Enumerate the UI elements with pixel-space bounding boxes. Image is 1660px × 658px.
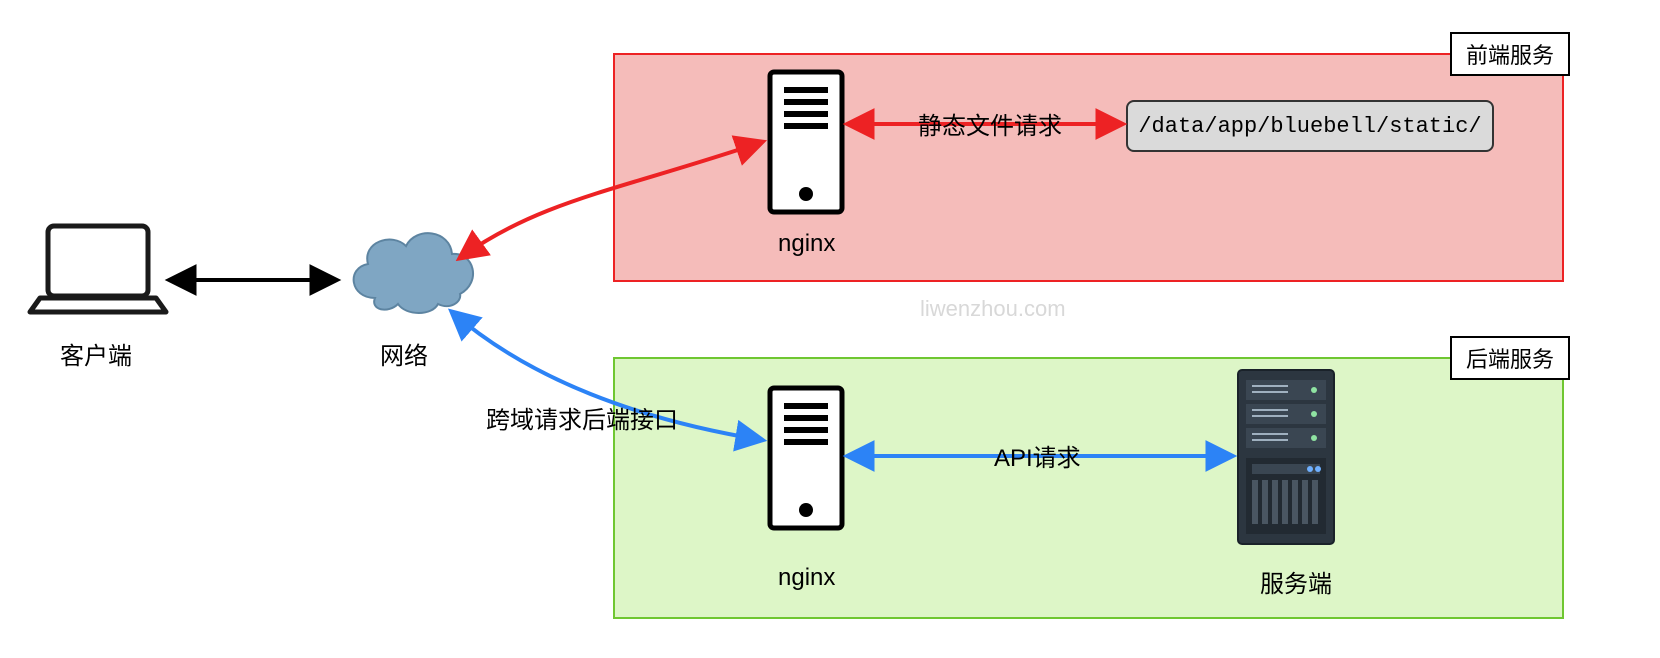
backend-panel <box>613 357 1564 619</box>
backend-panel-label: 后端服务 <box>1450 336 1570 380</box>
nginx-be-label: nginx <box>778 564 835 592</box>
edge-label-static-request: 静态文件请求 <box>918 106 1062 141</box>
network-label: 网络 <box>380 336 428 371</box>
static-path-box: /data/app/bluebell/static/ <box>1126 100 1494 152</box>
server-label: 服务端 <box>1260 564 1332 599</box>
laptop-icon <box>30 226 166 312</box>
edge-label-api-request: API请求 <box>994 438 1081 473</box>
frontend-panel-label: 前端服务 <box>1450 32 1570 76</box>
client-label: 客户端 <box>60 336 132 371</box>
frontend-panel-label-text: 前端服务 <box>1466 43 1554 68</box>
edge-label-cross-origin: 跨域请求后端接口 <box>486 400 678 435</box>
static-path-text: /data/app/bluebell/static/ <box>1138 114 1481 139</box>
frontend-panel <box>613 53 1564 282</box>
cloud-icon <box>354 233 473 313</box>
backend-panel-label-text: 后端服务 <box>1466 347 1554 372</box>
nginx-fe-label: nginx <box>778 230 835 258</box>
watermark: liwenzhou.com <box>920 296 1066 322</box>
